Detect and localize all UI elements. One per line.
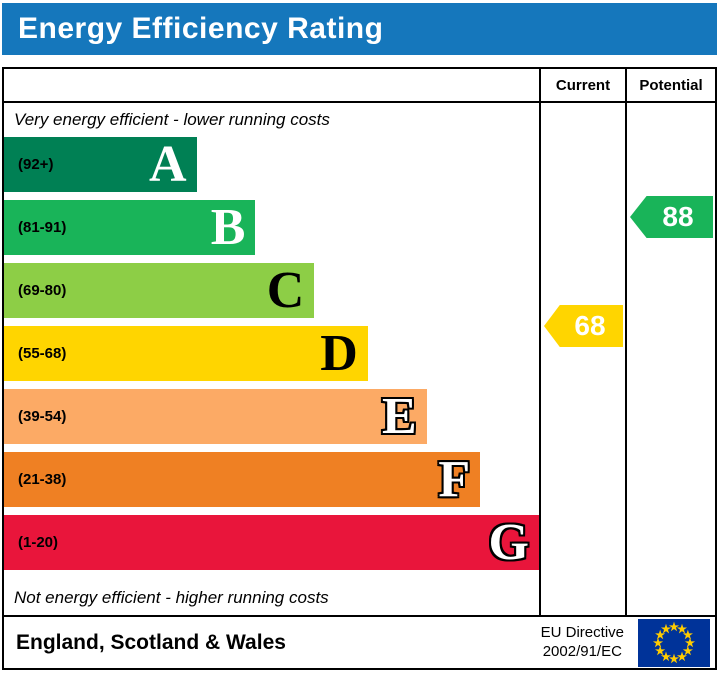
band-bar-c: (69-80) C <box>4 261 315 319</box>
current-rating-value: 68 <box>574 310 606 341</box>
chart-header-spacer <box>4 69 539 101</box>
band-bar-e: (39-54) E <box>4 389 427 444</box>
bands-area: Very energy efficient - lower running co… <box>4 103 539 615</box>
eu-directive-line2: 2002/91/EC <box>542 642 622 660</box>
potential-column-header: Potential <box>625 69 715 101</box>
band-bar-d: (55-68) D <box>4 326 368 381</box>
band-row-b: (81-91) B <box>4 200 539 255</box>
band-bar-a: (92+) A <box>4 137 197 192</box>
eu-flag-icon <box>638 618 710 667</box>
chart-header-row: Current Potential <box>4 69 715 103</box>
band-range-label: (92+) <box>18 156 54 173</box>
band-row-c: (69-80) C <box>4 263 539 318</box>
energy-efficiency-chart: Current Potential Very energy efficient … <box>2 67 717 617</box>
eu-directive-line1: EU Directive <box>540 623 624 641</box>
current-column-header: Current <box>539 69 625 101</box>
current-rating-column: 68 <box>539 103 625 615</box>
band-bar-g: (1-20) G <box>4 515 539 570</box>
band-letter: G <box>488 513 529 571</box>
band-range-label: (21-38) <box>18 471 67 488</box>
band-bar-b: (81-91) B <box>4 198 256 256</box>
band-row-a: (92+) A <box>4 137 539 192</box>
chart-body: Very energy efficient - lower running co… <box>4 103 715 615</box>
band-bar-f: (21-38) F <box>4 450 481 508</box>
band-row-d: (55-68) D <box>4 326 539 381</box>
potential-rating-arrow: 88 <box>630 196 713 238</box>
footer: England, Scotland & Wales EU Directive 2… <box>2 615 717 670</box>
band-row-e: (39-54) E <box>4 389 539 444</box>
band-letter: F <box>438 450 471 508</box>
band-letter: B <box>210 198 246 256</box>
potential-rating-column: 88 <box>625 103 715 615</box>
band-range-label: (81-91) <box>18 219 67 236</box>
band-letter: E <box>381 387 417 445</box>
band-range-label: (1-20) <box>18 534 59 551</box>
band-range-label: (39-54) <box>18 408 67 425</box>
region-label: England, Scotland & Wales <box>16 630 286 654</box>
band-row-f: (21-38) F <box>4 452 539 507</box>
bottom-note: Not energy efficient - higher running co… <box>14 588 329 607</box>
band-range-label: (55-68) <box>18 345 67 362</box>
band-range-label: (69-80) <box>18 282 67 299</box>
potential-rating-value: 88 <box>662 201 694 232</box>
eu-directive-text: EU Directive 2002/91/EC <box>541 624 624 662</box>
band-letter: C <box>266 261 305 319</box>
title-bar: Energy Efficiency Rating <box>2 3 717 55</box>
bands-list: (92+) A (81-91) B (69-80) C (55-68) D (39-54) E (2… <box>4 137 539 578</box>
band-row-g: (1-20) G <box>4 515 539 570</box>
band-letter: D <box>320 324 358 382</box>
top-note: Very energy efficient - lower running co… <box>14 110 330 129</box>
page-title: Energy Efficiency Rating <box>18 12 384 45</box>
current-rating-arrow: 68 <box>544 305 623 347</box>
band-letter: A <box>149 135 187 193</box>
